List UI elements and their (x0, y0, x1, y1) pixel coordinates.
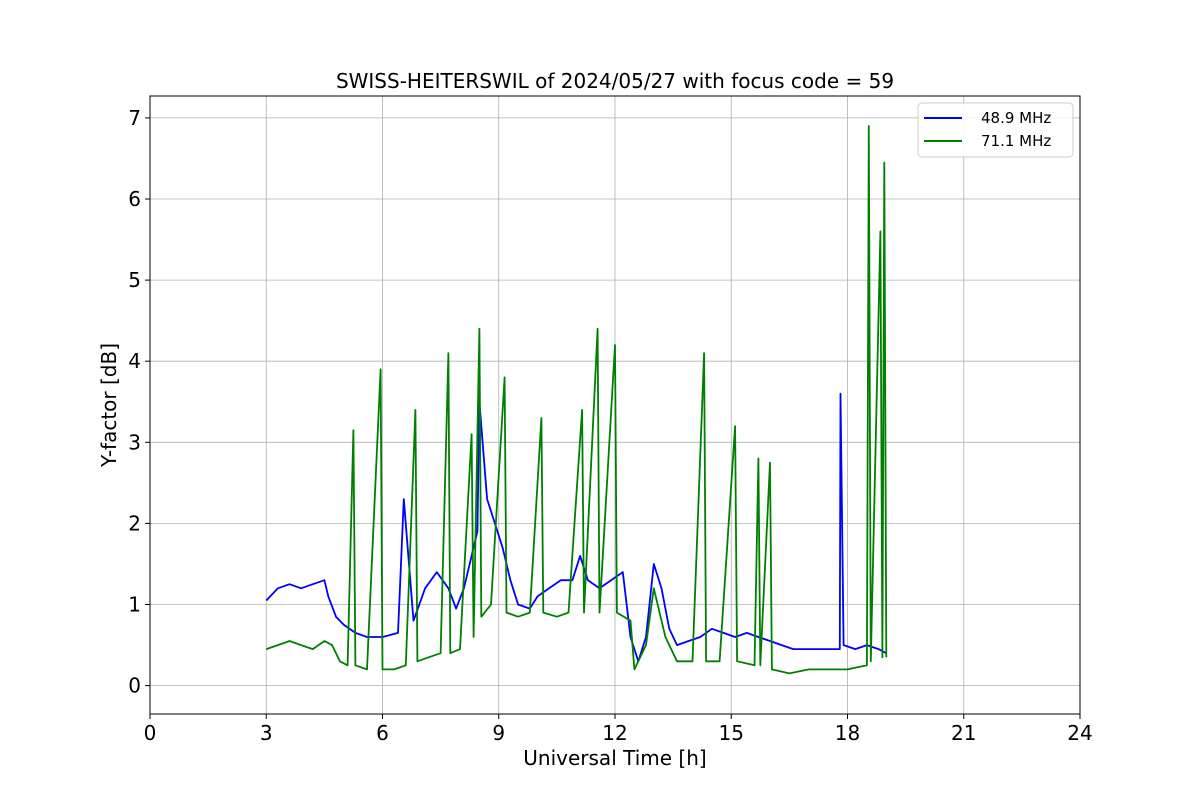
x-tick-label: 18 (835, 721, 860, 745)
y-axis-label: Y-factor [dB] (97, 343, 121, 468)
x-tick-label: 9 (492, 721, 505, 745)
x-tick-label: 24 (1067, 721, 1092, 745)
y-tick-label: 3 (128, 430, 141, 454)
y-tick-label: 6 (128, 187, 141, 211)
x-tick-label: 6 (376, 721, 389, 745)
x-axis-label: Universal Time [h] (523, 746, 706, 770)
chart-title: SWISS-HEITERSWIL of 2024/05/27 with focu… (336, 69, 894, 93)
y-tick-label: 7 (128, 106, 141, 130)
legend-label-71-1-mhz: 71.1 MHz (981, 132, 1051, 150)
series-line-71-1-mhz (266, 125, 888, 675)
x-tick-label: 3 (260, 721, 273, 745)
x-tick-label: 0 (144, 721, 157, 745)
series-line-48-9-mhz (265, 392, 887, 663)
legend: 48.9 MHz 71.1 MHz (917, 102, 1074, 158)
x-tick-label: 21 (951, 721, 976, 745)
legend-label-48-9-mhz: 48.9 MHz (981, 109, 1051, 127)
x-tick-label: 15 (719, 721, 744, 745)
y-tick-label: 0 (128, 674, 141, 698)
plot-series (265, 125, 888, 675)
y-tick-label: 5 (128, 268, 141, 292)
y-tick-label: 1 (128, 593, 141, 617)
x-tick-label: 12 (602, 721, 627, 745)
legend-box (917, 102, 1074, 158)
y-tick-label: 4 (128, 349, 141, 373)
y-tick-label: 2 (128, 511, 141, 535)
